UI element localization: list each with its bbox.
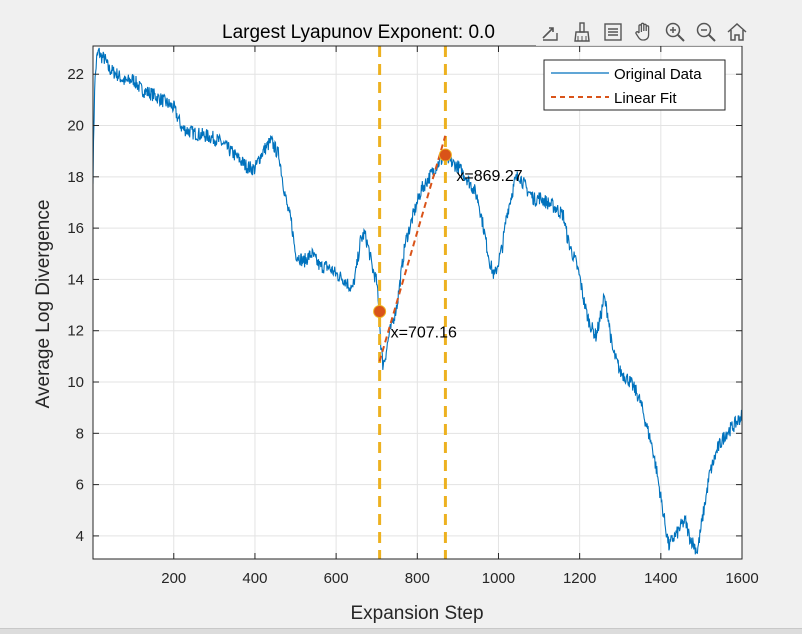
window-bottom-edge — [0, 628, 802, 634]
export-button[interactable] — [536, 18, 566, 46]
x-tick-label: 1600 — [725, 570, 758, 587]
x-axis-label: Expansion Step — [350, 603, 483, 624]
y-tick-label: 10 — [67, 374, 84, 391]
y-tick-label: 8 — [76, 425, 84, 442]
y-tick-label: 14 — [67, 271, 84, 288]
x-axis-ticks: 200 400 600 800 1000 1200 1400 1600 — [161, 46, 759, 587]
x-tick-label: 1000 — [482, 570, 515, 587]
x-tick-label: 400 — [242, 570, 267, 587]
x-tick-label: 600 — [324, 570, 349, 587]
y-tick-label: 6 — [76, 477, 84, 494]
marker-labels: x=707.16 x=869.27 — [391, 168, 523, 341]
y-axis-label: Average Log Divergence — [33, 200, 54, 409]
brush-button[interactable] — [567, 18, 597, 46]
marker-label: x=707.16 — [391, 324, 457, 341]
y-tick-label: 16 — [67, 220, 84, 237]
marker-label: x=869.27 — [456, 168, 522, 185]
y-tick-label: 20 — [67, 118, 84, 135]
x-tick-label: 800 — [405, 570, 430, 587]
y-tick-label: 22 — [67, 66, 84, 83]
home-icon — [727, 22, 747, 41]
home-button[interactable] — [722, 18, 752, 46]
legend-entry-linear-fit: Linear Fit — [614, 90, 677, 107]
series-line-original-data — [93, 47, 742, 555]
y-tick-label: 12 — [67, 323, 84, 340]
figure-toolbar — [536, 18, 752, 46]
series-line-linear-fit — [378, 135, 447, 362]
legend-toggle-button[interactable] — [598, 18, 628, 46]
vertical-markers — [378, 46, 447, 559]
y-tick-label: 4 — [76, 528, 84, 545]
chart-title: Largest Lyapunov Exponent: 0.0 — [222, 22, 495, 43]
brush-icon — [574, 22, 590, 42]
legend-box — [543, 59, 726, 111]
data-point-marker — [373, 304, 387, 318]
data-point-markers — [373, 148, 452, 318]
pan-hand-icon — [635, 22, 650, 41]
legend[interactable]: Original Data Linear Fit — [543, 59, 726, 111]
legend-toggle-icon — [604, 23, 622, 41]
x-tick-label: 1400 — [644, 570, 677, 587]
x-tick-label: 1200 — [563, 570, 596, 587]
export-icon — [542, 27, 558, 41]
legend-entry-original-data: Original Data — [614, 66, 702, 83]
zoom-in-button[interactable] — [660, 18, 690, 46]
zoom-out-icon — [696, 22, 716, 42]
pan-button[interactable] — [629, 18, 659, 46]
zoom-in-icon — [665, 22, 685, 42]
zoom-out-button[interactable] — [691, 18, 721, 46]
x-tick-label: 200 — [161, 570, 186, 587]
y-axis-ticks: 4 6 8 10 12 14 16 18 20 22 — [67, 66, 742, 545]
data-point-marker — [438, 148, 452, 162]
y-tick-label: 18 — [67, 169, 84, 186]
